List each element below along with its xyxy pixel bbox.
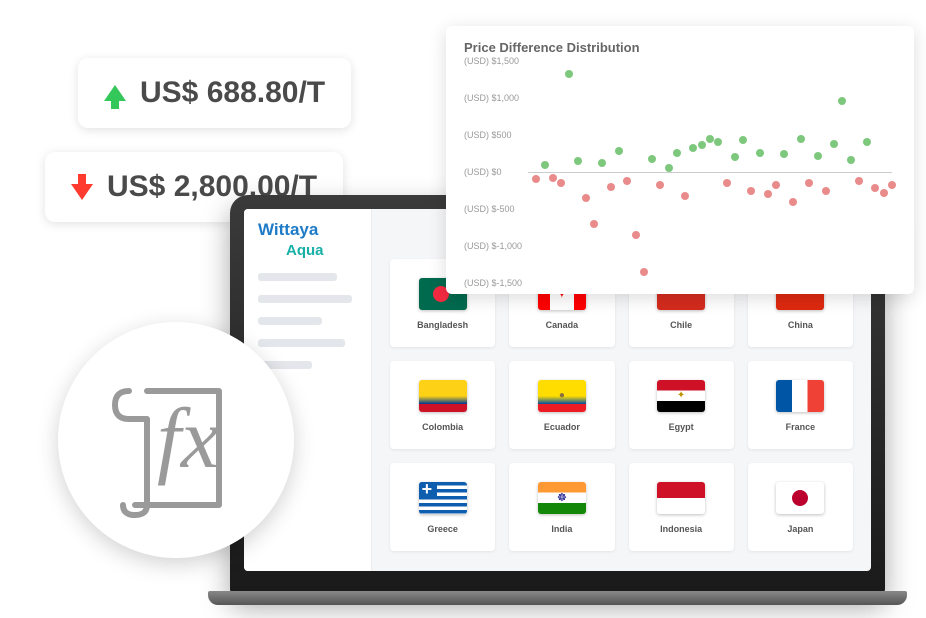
chart-ylabel: (USD) $0 bbox=[464, 167, 502, 177]
chart-point bbox=[747, 187, 755, 195]
chart-point bbox=[648, 155, 656, 163]
chart-point bbox=[640, 268, 648, 276]
flag-ecuador-icon bbox=[538, 380, 586, 412]
chart-point bbox=[549, 174, 557, 182]
chart-point bbox=[731, 153, 739, 161]
chart-point bbox=[656, 181, 664, 189]
country-label: Canada bbox=[546, 320, 579, 330]
chart-point bbox=[855, 177, 863, 185]
arrow-down-icon bbox=[71, 184, 93, 200]
fx-label: fx bbox=[157, 390, 219, 486]
chart-point bbox=[756, 149, 764, 157]
country-label: Chile bbox=[670, 320, 692, 330]
chart-point bbox=[582, 194, 590, 202]
chart-card: Price Difference Distribution (USD) $1,5… bbox=[446, 26, 914, 294]
chart-ylabel: (USD) $1,500 bbox=[464, 56, 519, 66]
price-up-value: US$ 688.80/T bbox=[140, 76, 325, 110]
chart-point bbox=[838, 97, 846, 105]
flag-indonesia-icon bbox=[657, 482, 705, 514]
chart-point bbox=[789, 198, 797, 206]
chart-point bbox=[830, 140, 838, 148]
country-card-indonesia[interactable]: Indonesia bbox=[629, 463, 734, 551]
country-card-japan[interactable]: Japan bbox=[748, 463, 853, 551]
chart-plot bbox=[528, 61, 892, 283]
chart-ylabel: (USD) $-1,000 bbox=[464, 241, 522, 251]
chart-point bbox=[871, 184, 879, 192]
price-up-badge: US$ 688.80/T bbox=[78, 58, 351, 128]
fx-formula-icon: fx bbox=[58, 322, 294, 558]
country-label: Greece bbox=[427, 524, 458, 534]
chart-ylabel: (USD) $-500 bbox=[464, 204, 515, 214]
chart-point bbox=[665, 164, 673, 172]
country-card-ecuador[interactable]: Ecuador bbox=[509, 361, 614, 449]
chart-point bbox=[797, 135, 805, 143]
chart-point bbox=[590, 220, 598, 228]
country-card-colombia[interactable]: Colombia bbox=[390, 361, 495, 449]
chart-point bbox=[814, 152, 822, 160]
sidebar-skeleton bbox=[258, 273, 337, 281]
chart-point bbox=[698, 141, 706, 149]
chart-point bbox=[681, 192, 689, 200]
chart-point bbox=[706, 135, 714, 143]
chart-point bbox=[541, 161, 549, 169]
chart-point bbox=[822, 187, 830, 195]
sidebar-skeleton bbox=[258, 339, 345, 347]
chart-point bbox=[574, 157, 582, 165]
chart-point bbox=[888, 181, 896, 189]
chart-point bbox=[689, 144, 697, 152]
chart-area: (USD) $1,500(USD) $1,000(USD) $500(USD) … bbox=[464, 61, 896, 283]
chart-point bbox=[598, 159, 606, 167]
country-label: Bangladesh bbox=[417, 320, 468, 330]
sidebar-skeleton bbox=[258, 295, 352, 303]
chart-ylabel: (USD) $500 bbox=[464, 130, 512, 140]
flag-france-icon bbox=[776, 380, 824, 412]
chart-point bbox=[772, 181, 780, 189]
arrow-up-icon bbox=[104, 85, 126, 101]
chart-point bbox=[607, 183, 615, 191]
country-label: Ecuador bbox=[544, 422, 580, 432]
chart-point bbox=[557, 179, 565, 187]
country-label: India bbox=[551, 524, 572, 534]
chart-point bbox=[565, 70, 573, 78]
chart-ylabel: (USD) $1,000 bbox=[464, 93, 519, 103]
chart-point bbox=[847, 156, 855, 164]
chart-ylabel: (USD) $-1,500 bbox=[464, 278, 522, 288]
chart-point bbox=[532, 175, 540, 183]
flag-india-icon bbox=[538, 482, 586, 514]
country-label: Egypt bbox=[669, 422, 694, 432]
chart-point bbox=[623, 177, 631, 185]
flag-colombia-icon bbox=[419, 380, 467, 412]
country-label: France bbox=[786, 422, 816, 432]
chart-point bbox=[805, 179, 813, 187]
flag-japan-icon bbox=[776, 482, 824, 514]
chart-point bbox=[863, 138, 871, 146]
chart-title: Price Difference Distribution bbox=[464, 40, 896, 55]
chart-point bbox=[764, 190, 772, 198]
chart-point bbox=[673, 149, 681, 157]
logo-primary: Wittaya bbox=[258, 221, 357, 238]
country-label: Indonesia bbox=[660, 524, 702, 534]
country-card-india[interactable]: India bbox=[509, 463, 614, 551]
sidebar-skeleton bbox=[258, 317, 322, 325]
chart-point bbox=[615, 147, 623, 155]
chart-point bbox=[880, 189, 888, 197]
flag-greece-icon bbox=[419, 482, 467, 514]
chart-point bbox=[780, 150, 788, 158]
country-card-france[interactable]: France bbox=[748, 361, 853, 449]
chart-zero-line bbox=[528, 172, 892, 173]
country-card-egypt[interactable]: Egypt bbox=[629, 361, 734, 449]
chart-point bbox=[739, 136, 747, 144]
logo-secondary: Aqua bbox=[286, 242, 357, 259]
chart-point bbox=[632, 231, 640, 239]
country-card-greece[interactable]: Greece bbox=[390, 463, 495, 551]
flag-egypt-icon bbox=[657, 380, 705, 412]
country-label: China bbox=[788, 320, 813, 330]
chart-point bbox=[714, 138, 722, 146]
country-label: Colombia bbox=[422, 422, 463, 432]
country-label: Japan bbox=[787, 524, 813, 534]
chart-point bbox=[723, 179, 731, 187]
